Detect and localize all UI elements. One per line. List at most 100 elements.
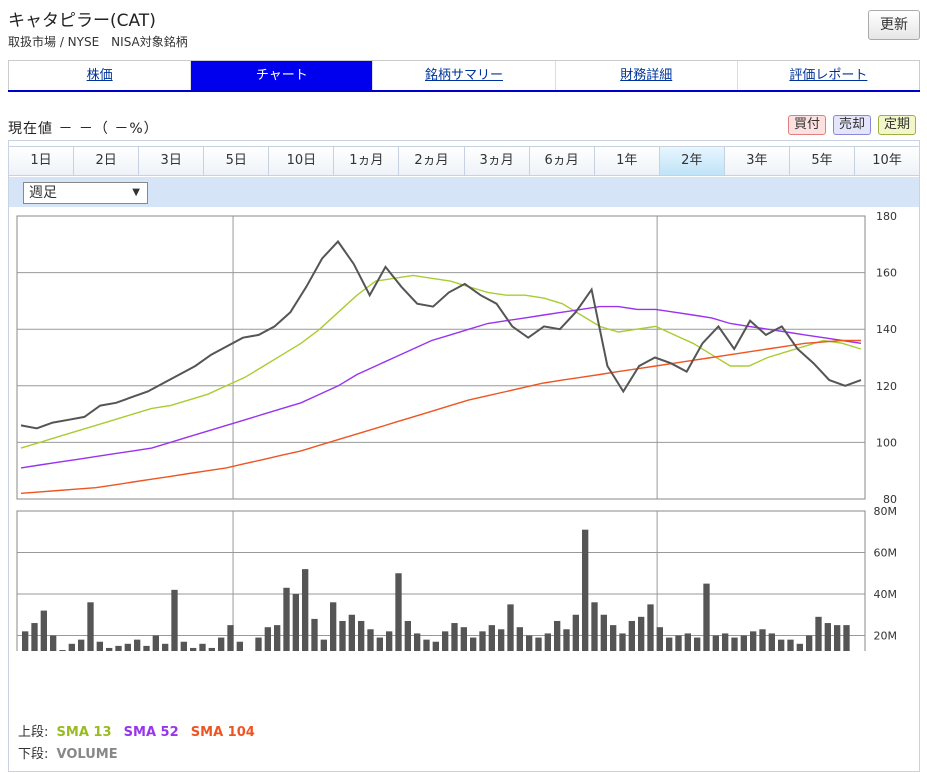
volume-bar: [395, 573, 402, 651]
volume-bar: [638, 616, 645, 651]
volume-bar: [106, 647, 113, 651]
volume-bar: [563, 629, 570, 651]
volume-bar: [31, 623, 38, 651]
period-tab-9[interactable]: 1年: [594, 147, 660, 175]
main-tab-0[interactable]: 株価: [8, 61, 190, 90]
volume-bar: [740, 635, 747, 651]
volume-bar: [264, 627, 271, 651]
volume-bar: [78, 639, 85, 651]
period-tab-7[interactable]: 3ヵ月: [464, 147, 530, 175]
fixed-purchase-button[interactable]: 定期: [878, 115, 917, 135]
volume-bar: [292, 594, 299, 651]
volume-bar: [442, 631, 449, 651]
volume-bar: [600, 614, 607, 651]
volume-bar: [59, 650, 66, 651]
interval-select-value: 週足: [29, 185, 57, 201]
period-tab-2[interactable]: 3日: [139, 147, 205, 175]
period-tab-4[interactable]: 10日: [269, 147, 335, 175]
price-tick-label: 180: [876, 211, 897, 223]
volume-bar: [582, 529, 589, 651]
legend-volume: VOLUME: [56, 747, 118, 762]
volume-bar: [806, 635, 813, 651]
volume-bar: [134, 639, 141, 651]
volume-bar: [302, 569, 309, 651]
volume-bar: [96, 641, 103, 651]
volume-bar: [115, 645, 122, 651]
volume-bar: [778, 639, 785, 651]
main-tab-1[interactable]: チャート: [190, 61, 373, 90]
main-tab-2[interactable]: 銘柄サマリー: [372, 61, 554, 90]
volume-bar: [199, 643, 206, 651]
volume-bar: [647, 604, 654, 651]
series-price: [20, 239, 862, 430]
volume-bar: [834, 625, 841, 651]
period-tab-8[interactable]: 6ヵ月: [529, 147, 595, 175]
chevron-down-icon: ▼: [132, 187, 140, 198]
chart-panel: 1日 2日 3日 5日 10日 1ヵ月 2ヵ月 3ヵ月 6ヵ月 1年 2年 3年 5年 10年 週足 ▼ …: [8, 140, 920, 772]
period-tab-5[interactable]: 1ヵ月: [334, 147, 400, 175]
volume-bar: [843, 625, 850, 651]
volume-bar: [824, 623, 831, 651]
period-tab-12[interactable]: 5年: [789, 147, 856, 175]
period-tab-6[interactable]: 2ヵ月: [399, 147, 465, 175]
chart-toolbar: 週足 ▼: [9, 177, 919, 207]
volume-bar: [152, 635, 159, 651]
volume-bar: [348, 614, 355, 651]
legend-sma52: SMA 52: [123, 725, 179, 740]
volume-bar: [703, 583, 710, 651]
volume-bar: [162, 643, 169, 651]
volume-bar: [656, 627, 663, 651]
volume-bar: [432, 641, 439, 651]
volume-bar: [731, 637, 738, 651]
series-sma13: [20, 274, 862, 449]
volume-bar: [208, 647, 215, 651]
volume-bar: [666, 637, 673, 651]
volume-bar: [787, 639, 794, 651]
volume-bar: [694, 637, 701, 651]
period-tab-13[interactable]: 10年: [855, 147, 920, 175]
volume-bar: [274, 625, 281, 651]
volume-bar: [535, 637, 542, 651]
volume-bar: [87, 602, 94, 651]
period-tab-3[interactable]: 5日: [204, 147, 270, 175]
volume-bar: [190, 647, 197, 651]
price-tick-label: 160: [876, 267, 897, 280]
volume-bar: [236, 641, 243, 651]
period-tab-10[interactable]: 2年: [659, 147, 725, 175]
volume-bar: [255, 637, 262, 651]
volume-bar: [526, 635, 533, 651]
period-tabs: 1日 2日 3日 5日 10日 1ヵ月 2ヵ月 3ヵ月 6ヵ月 1年 2年 3年 5年 10年: [9, 146, 920, 176]
buy-button[interactable]: 買付: [788, 115, 827, 135]
volume-bar: [554, 620, 561, 651]
stock-chart: 1801601401201008080M60M40M20M0M20182019©…: [16, 211, 897, 651]
volume-bar: [675, 635, 682, 651]
interval-select[interactable]: 週足 ▼: [23, 182, 148, 204]
volume-bar: [330, 602, 337, 651]
volume-bar: [404, 620, 411, 651]
volume-bar: [386, 631, 393, 651]
sell-button[interactable]: 売却: [833, 115, 872, 135]
volume-panel: [16, 510, 866, 651]
volume-bar: [796, 643, 803, 651]
period-tab-11[interactable]: 3年: [724, 147, 790, 175]
volume-bar: [311, 618, 318, 651]
legend-upper: 上段: SMA 13 SMA 52 SMA 104: [18, 721, 255, 740]
volume-bar: [423, 639, 430, 651]
volume-bar: [684, 633, 691, 651]
main-tab-4[interactable]: 評価レポート: [736, 61, 921, 90]
volume-bar: [759, 629, 766, 651]
main-tab-3[interactable]: 財務詳細: [554, 61, 737, 90]
volume-bar: [619, 633, 626, 651]
period-tab-1[interactable]: 2日: [74, 147, 140, 175]
series-sma104: [20, 339, 861, 494]
volume-bar: [610, 625, 617, 651]
update-button[interactable]: 更新: [868, 10, 920, 40]
volume-bar: [22, 631, 29, 651]
period-tab-0[interactable]: 1日: [9, 147, 75, 175]
volume-bar: [143, 645, 150, 651]
volume-bar: [50, 635, 57, 651]
volume-bar: [768, 633, 775, 651]
volume-bar: [507, 604, 514, 651]
volume-bar: [339, 620, 346, 651]
volume-bar: [470, 637, 477, 651]
